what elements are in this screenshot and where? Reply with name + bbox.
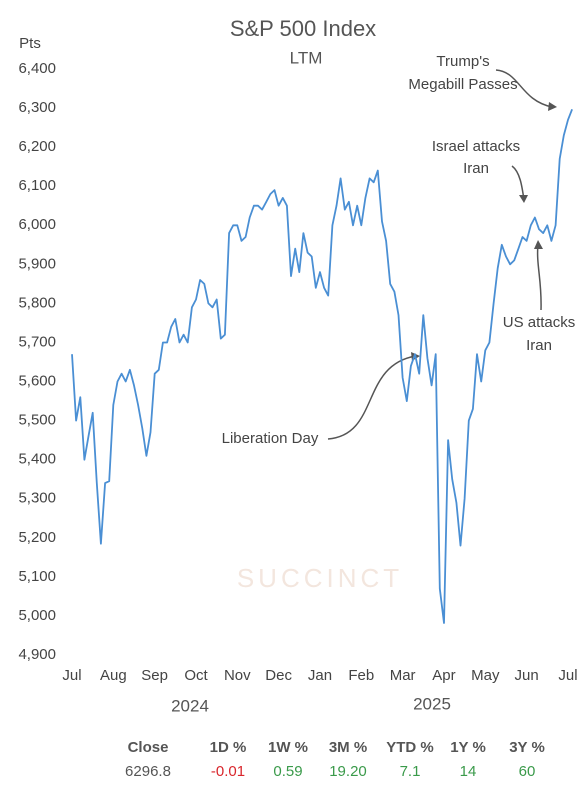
stat-value: -0.01	[211, 763, 245, 780]
arrow-head	[548, 102, 557, 111]
y-tick-label: 5,600	[18, 373, 56, 390]
stat-header: YTD %	[386, 739, 434, 756]
stat-value: 7.1	[400, 763, 421, 780]
x-tick-label: Jul	[558, 667, 577, 684]
x-tick-label: Aug	[100, 667, 127, 684]
annotation-arrow	[327, 355, 417, 440]
x-tick-label: Apr	[432, 667, 455, 684]
y-tick-label: 5,300	[18, 490, 56, 507]
line-series	[71, 108, 573, 624]
y-axis-label: Pts	[19, 35, 41, 52]
x-tick-label: Feb	[348, 667, 374, 684]
x-tick-label: May	[471, 667, 500, 684]
stat-header: Close	[128, 739, 169, 756]
y-tick-label: 5,200	[18, 529, 56, 546]
watermark: SUCCINCT	[237, 563, 403, 593]
annotation: Israel attacks	[432, 138, 520, 155]
x-tick-label: Oct	[184, 667, 208, 684]
stat-value: 60	[519, 763, 536, 780]
stat-header: 1W %	[268, 739, 308, 756]
annotation-arrow	[495, 69, 553, 108]
arrow-head	[519, 195, 528, 203]
year-label: 2024	[171, 696, 209, 715]
arrow-head	[534, 240, 543, 249]
y-tick-label: 6,100	[18, 177, 56, 194]
year-label: 2025	[413, 694, 451, 713]
y-tick-label: 5,800	[18, 294, 56, 311]
stat-value: 6296.8	[125, 763, 171, 780]
y-tick-label: 6,300	[18, 99, 56, 116]
y-tick-label: 5,000	[18, 607, 56, 624]
stat-header: 3Y %	[509, 739, 545, 756]
y-tick-label: 6,200	[18, 138, 56, 155]
annotation-arrow	[511, 165, 525, 201]
annotation: Iran	[526, 337, 552, 354]
x-tick-label: Mar	[390, 667, 416, 684]
stat-header: 1D %	[210, 739, 247, 756]
annotation: Liberation Day	[222, 430, 319, 447]
y-tick-label: 6,400	[18, 60, 56, 77]
stat-header: 3M %	[329, 739, 367, 756]
x-tick-label: Jun	[515, 667, 539, 684]
x-tick-label: Nov	[224, 667, 251, 684]
x-tick-label: Dec	[265, 667, 292, 684]
y-tick-label: 4,900	[18, 646, 56, 663]
annotation: US attacks	[503, 314, 576, 331]
y-tick-label: 5,500	[18, 412, 56, 429]
annotation: Trump's	[436, 53, 489, 70]
x-tick-label: Jan	[308, 667, 332, 684]
stat-value: 14	[460, 763, 477, 780]
x-tick-label: Jul	[62, 667, 81, 684]
stat-header: 1Y %	[450, 739, 486, 756]
chart-subtitle: LTM	[290, 48, 323, 67]
stat-value: 0.59	[273, 763, 302, 780]
x-tick-label: Sep	[141, 667, 168, 684]
annotation: Megabill Passes	[408, 76, 517, 93]
stat-value: 19.20	[329, 763, 367, 780]
chart-title: S&P 500 Index	[230, 16, 376, 41]
y-tick-label: 5,900	[18, 255, 56, 272]
y-tick-label: 5,100	[18, 568, 56, 585]
annotation: Iran	[463, 160, 489, 177]
y-tick-label: 6,000	[18, 216, 56, 233]
y-tick-label: 5,700	[18, 333, 56, 350]
y-tick-label: 5,400	[18, 451, 56, 468]
annotation-arrow	[536, 243, 542, 311]
